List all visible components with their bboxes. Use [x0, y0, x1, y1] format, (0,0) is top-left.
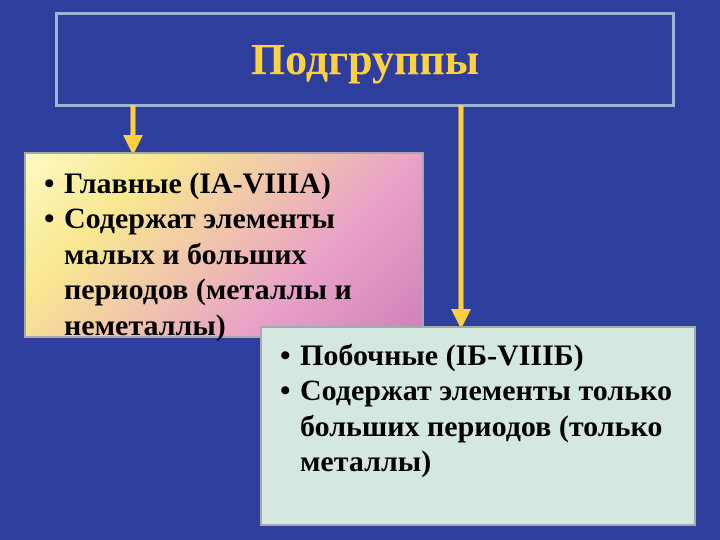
box1-list: Главные (IА-VIIIА) Содержат элементы мал… — [40, 166, 408, 343]
arrow-left — [118, 105, 148, 155]
box-secondary-subgroups: Побочные (IБ-VIIIБ) Содержат элементы то… — [260, 326, 696, 526]
list-item: Главные (IА-VIIIА) — [40, 166, 408, 201]
box2-list: Побочные (IБ-VIIIБ) Содержат элементы то… — [276, 338, 680, 480]
list-item: Содержат элементы малых и больших период… — [40, 201, 408, 343]
list-item: Побочные (IБ-VIIIБ) — [276, 338, 680, 373]
title-text: Подгруппы — [251, 34, 479, 85]
title-box: Подгруппы — [55, 12, 675, 107]
list-item: Содержат элементы только больших периодо… — [276, 373, 680, 479]
arrow-right — [446, 105, 476, 329]
box-main-subgroups: Главные (IА-VIIIА) Содержат элементы мал… — [24, 152, 424, 338]
